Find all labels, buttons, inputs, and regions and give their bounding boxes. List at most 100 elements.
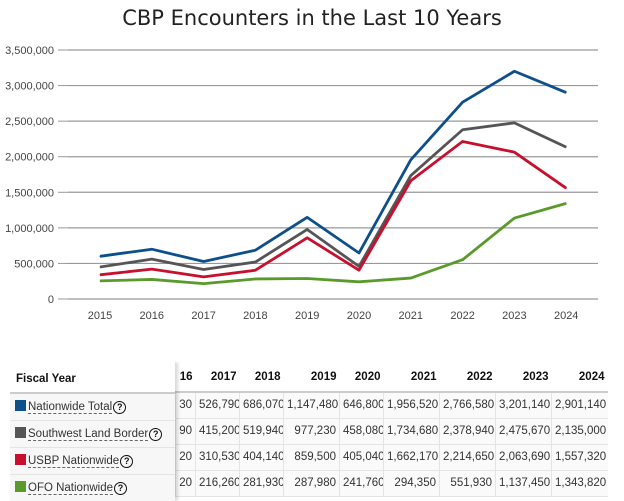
- column-header-2019[interactable]: 2019: [283, 362, 340, 393]
- data-point: [565, 146, 567, 148]
- data-point: [151, 278, 153, 280]
- data-point: [306, 237, 308, 239]
- table-cell: 2,378,940: [439, 418, 496, 445]
- data-point: [358, 252, 360, 254]
- data-point: [306, 228, 308, 230]
- data-point: [254, 249, 256, 251]
- table-row: 30 526,790 686,070 1,147,480 646,800 1,956,52…: [175, 392, 608, 419]
- data-point: [203, 276, 205, 278]
- data-point: [99, 266, 101, 268]
- data-point: [203, 261, 205, 263]
- row-label-text[interactable]: OFO Nationwide: [28, 481, 114, 495]
- table-cell: 551,930: [439, 470, 496, 497]
- table-cell: 3,201,140: [495, 392, 552, 419]
- legend-swatch: [15, 480, 26, 492]
- legend-swatch: [15, 453, 26, 465]
- data-point: [99, 255, 101, 257]
- table-cell: 216,260: [195, 470, 240, 497]
- data-point: [410, 175, 412, 177]
- data-point: [151, 258, 153, 260]
- table-cell: 20: [175, 444, 196, 471]
- data-point: [565, 187, 567, 189]
- x-tick-label: 2017: [191, 310, 215, 322]
- data-point: [99, 274, 101, 276]
- column-header-2022[interactable]: 2022: [439, 362, 496, 393]
- x-tick-label: 2015: [88, 310, 112, 322]
- x-tick-label: 2018: [243, 310, 267, 322]
- table-row: 20 216,260 281,930 287,980 241,760 294,350 551…: [175, 470, 608, 497]
- column-header-2017[interactable]: 2017: [195, 362, 240, 393]
- y-tick-label: 0: [48, 294, 54, 306]
- y-tick-label: 2,500,000: [5, 116, 54, 128]
- data-point: [306, 278, 308, 280]
- column-header-2023[interactable]: 2023: [495, 362, 552, 393]
- table-cell: 2,766,580: [439, 392, 496, 419]
- table-cell: 310,530: [195, 444, 240, 471]
- data-point: [358, 281, 360, 283]
- data-point: [513, 217, 515, 219]
- data-point: [203, 283, 205, 285]
- table-cell: 526,790: [195, 392, 240, 419]
- line-chart: 0 500,000 1,000,000 1,500,000 2,000,000 2,500…: [5, 45, 598, 322]
- series-line-nationwide-total: [99, 69, 567, 263]
- row-label: OFO Nationwide?: [10, 475, 175, 501]
- table-cell: 2,063,690: [495, 444, 552, 471]
- table-row: 20 310,530 404,140 859,500 405,040 1,662,170 2…: [175, 444, 608, 471]
- series-line-ofo-nationwide: [99, 202, 567, 286]
- table-cell: 241,760: [339, 470, 384, 497]
- row-label: USBP Nationwide?: [10, 448, 175, 475]
- table-body: 16 2017 2018 2019 2020 2021 2022 2023 2024 30 526…: [175, 362, 608, 497]
- data-point: [565, 92, 567, 94]
- row-label: Southwest Land Border?: [10, 421, 175, 448]
- y-tick-label: 1,500,000: [5, 187, 54, 199]
- data-point: [254, 269, 256, 271]
- data-point: [99, 280, 101, 282]
- column-header-2024[interactable]: 2024: [551, 362, 608, 393]
- data-point: [358, 265, 360, 267]
- data-point: [410, 180, 412, 182]
- table-cell: 404,140: [239, 444, 284, 471]
- data-point: [565, 202, 567, 204]
- row-label-text[interactable]: Southwest Land Border: [28, 427, 149, 441]
- column-header-16[interactable]: 16: [175, 362, 196, 393]
- table-cell: 2,475,670: [495, 418, 552, 445]
- data-point: [203, 268, 205, 270]
- row-label: Nationwide Total?: [10, 394, 175, 421]
- data-point: [151, 248, 153, 250]
- table-cell: 519,940: [239, 418, 284, 445]
- help-icon[interactable]: ?: [120, 454, 134, 468]
- table-cell: 2,214,650: [439, 444, 496, 471]
- data-point: [462, 101, 464, 103]
- series-line-southwest-land-border: [99, 121, 567, 271]
- table-cell: 287,980: [283, 470, 340, 497]
- data-point: [513, 122, 515, 124]
- table-cell: 281,930: [239, 470, 284, 497]
- column-header-2020[interactable]: 2020: [339, 362, 384, 393]
- table-cell: 458,080: [339, 418, 384, 445]
- column-header-2021[interactable]: 2021: [383, 362, 440, 393]
- table-cell: 859,500: [283, 444, 340, 471]
- row-label-text[interactable]: Nationwide Total: [28, 400, 113, 414]
- table-cell: 1,343,820: [551, 470, 608, 497]
- data-point: [254, 278, 256, 280]
- row-label-text[interactable]: USBP Nationwide: [28, 454, 120, 468]
- table-cell: 90: [175, 418, 196, 445]
- data-point: [513, 151, 515, 153]
- table-cell: 405,040: [339, 444, 384, 471]
- table-cell: 1,662,170: [383, 444, 440, 471]
- data-point: [306, 216, 308, 218]
- table-cell: 415,200: [195, 418, 240, 445]
- help-icon[interactable]: ?: [114, 481, 128, 495]
- table-cell: 1,956,520: [383, 392, 440, 419]
- column-header-2018[interactable]: 2018: [239, 362, 284, 393]
- data-table[interactable]: Fiscal Year Nationwide Total? Southwest L…: [10, 362, 624, 501]
- legend-swatch: [15, 426, 26, 438]
- help-icon[interactable]: ?: [149, 427, 163, 441]
- table-cell: 686,070: [239, 392, 284, 419]
- help-icon[interactable]: ?: [113, 400, 127, 414]
- table-cell: 20: [175, 470, 196, 497]
- data-point: [462, 129, 464, 131]
- data-point: [254, 261, 256, 263]
- fiscal-year-header: Fiscal Year: [10, 362, 175, 394]
- data-point: [410, 159, 412, 161]
